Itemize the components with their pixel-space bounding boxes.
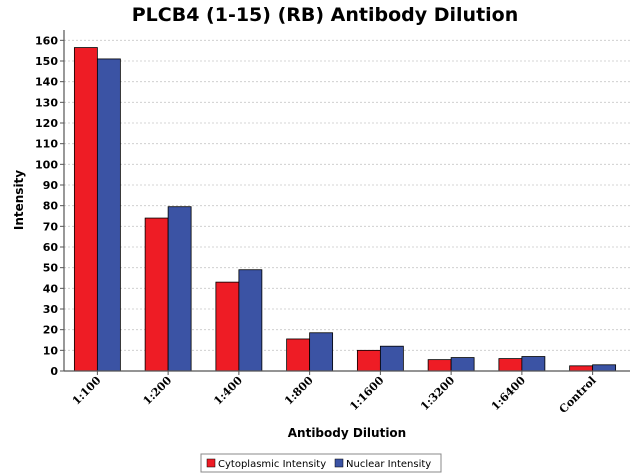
y-tick-label: 50 — [43, 262, 59, 275]
legend: Cytoplasmic Intensity Nuclear Intensity — [200, 453, 442, 473]
x-tick-label: 1:1600 — [347, 374, 386, 413]
y-tick-label: 80 — [43, 200, 59, 213]
y-tick-label: 90 — [43, 179, 59, 192]
chart-title: PLCB4 (1-15) (RB) Antibody Dilution — [132, 4, 519, 26]
x-tick-label: Control — [557, 374, 599, 416]
bar-cytoplasmic-intensity-1-400 — [215, 281, 240, 372]
bar-nuclear-intensity-control — [592, 364, 617, 372]
bars — [73, 47, 617, 372]
bar-nuclear-intensity-1-200 — [167, 206, 192, 372]
bar-nuclear-intensity-1-3200 — [450, 357, 475, 372]
x-tick-label: 1:400 — [211, 374, 245, 408]
x-tick-label: 1:200 — [141, 374, 175, 408]
legend-swatch-cytoplasmic — [206, 458, 216, 468]
x-tick-label: 1:100 — [70, 374, 104, 408]
legend-box — [200, 453, 442, 473]
y-tick-label: 70 — [43, 220, 59, 233]
y-tick-label: 130 — [35, 96, 58, 109]
y-tick-label: 30 — [43, 303, 59, 316]
bar-nuclear-intensity-1-6400 — [521, 356, 546, 372]
y-tick-label: 120 — [35, 117, 58, 130]
bar-cytoplasmic-intensity-1-1600 — [356, 349, 381, 372]
y-tick-label: 40 — [43, 282, 59, 295]
bar-nuclear-intensity-1-800 — [309, 332, 334, 372]
y-tick-label: 100 — [35, 158, 58, 171]
bar-cytoplasmic-intensity-1-3200 — [427, 359, 452, 372]
bar-nuclear-intensity-1-100 — [96, 58, 121, 372]
bar-cytoplasmic-intensity-1-6400 — [498, 358, 523, 372]
x-tick-labels: 1:100 1:200 1:400 1:800 1:1600 1:3200 1:6400 Co… — [70, 374, 599, 416]
x-tick-label: 1:3200 — [418, 374, 457, 413]
y-tick-label: 10 — [43, 344, 59, 357]
y-tick-label: 60 — [43, 241, 59, 254]
y-tick-label: 110 — [35, 138, 58, 151]
x-tick-label: 1:800 — [282, 374, 316, 408]
bar-cytoplasmic-intensity-1-100 — [73, 47, 98, 372]
y-tick-label: 160 — [35, 34, 58, 47]
y-axis-label: Intensity — [12, 170, 26, 230]
x-tick-label: 1:6400 — [489, 374, 528, 413]
y-tick-label: 20 — [43, 324, 59, 337]
bar-cytoplasmic-intensity-control — [569, 365, 594, 372]
x-axis-label: Antibody Dilution — [288, 426, 406, 440]
y-tick-labels: 0 10 20 30 40 50 60 70 80 90 100 110 120 130 140 150 160 — [35, 34, 58, 378]
y-tick-label: 150 — [35, 55, 58, 68]
bar-cytoplasmic-intensity-1-200 — [144, 217, 169, 372]
legend-label-cytoplasmic: Cytoplasmic Intensity — [218, 459, 326, 470]
legend-label-nuclear: Nuclear Intensity — [346, 459, 431, 470]
axes — [60, 30, 630, 375]
bar-cytoplasmic-intensity-1-800 — [286, 338, 311, 372]
legend-swatch-nuclear — [334, 458, 344, 468]
y-tick-label: 140 — [35, 76, 58, 89]
bar-nuclear-intensity-1-400 — [238, 269, 263, 372]
bar-nuclear-intensity-1-1600 — [379, 345, 404, 372]
y-tick-label: 0 — [50, 365, 58, 378]
